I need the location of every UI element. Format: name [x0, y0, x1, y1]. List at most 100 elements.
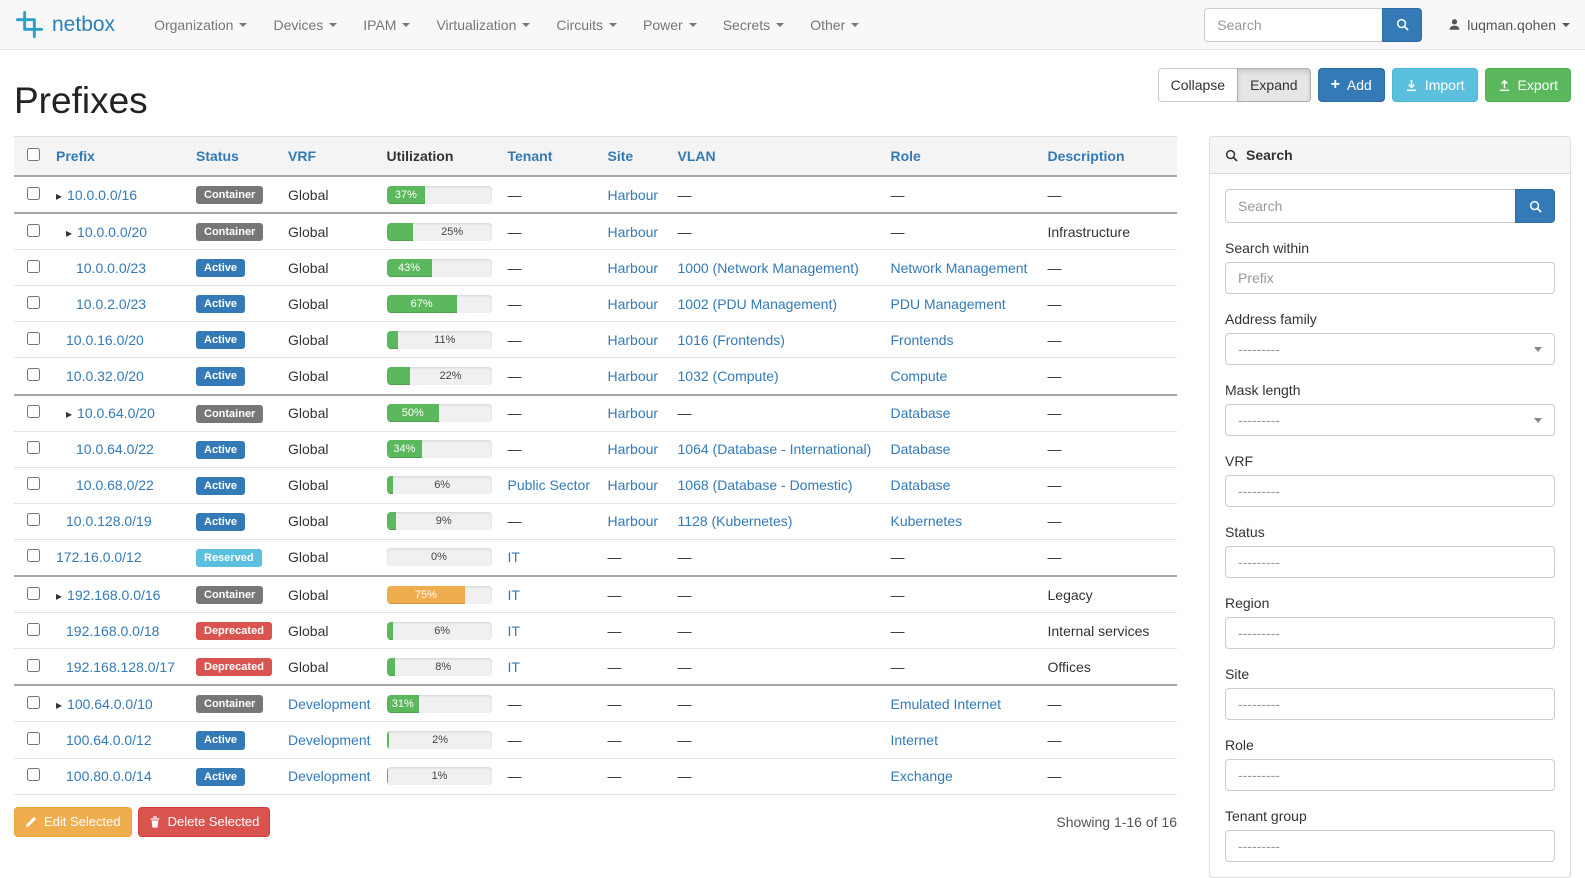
- export-button[interactable]: Export: [1484, 68, 1571, 102]
- column-header-site[interactable]: Site: [599, 136, 670, 177]
- nav-menu-power[interactable]: Power: [630, 2, 710, 48]
- site-link[interactable]: Harbour: [607, 513, 659, 530]
- nav-menu-virtualization[interactable]: Virtualization: [423, 2, 543, 48]
- filter-select-region[interactable]: ---------: [1225, 617, 1555, 649]
- prefix-link[interactable]: 10.0.16.0/20: [66, 331, 144, 348]
- filter-select-status[interactable]: ---------: [1225, 546, 1555, 578]
- role-link[interactable]: Internet: [890, 731, 938, 748]
- delete-selected-button[interactable]: Delete Selected: [137, 806, 271, 837]
- nav-menu-other[interactable]: Other: [797, 2, 872, 48]
- nav-menu-secrets[interactable]: Secrets: [710, 2, 797, 48]
- nav-menu-organization[interactable]: Organization: [141, 2, 260, 48]
- site-link[interactable]: Harbour: [607, 186, 659, 203]
- vrf-link[interactable]: Development: [288, 768, 371, 785]
- site-link[interactable]: Harbour: [607, 331, 659, 348]
- role-link[interactable]: Database: [890, 477, 951, 494]
- search-input[interactable]: [1204, 7, 1383, 42]
- filter-search-button[interactable]: [1515, 189, 1555, 223]
- tenant-link[interactable]: IT: [507, 586, 520, 603]
- prefix-link[interactable]: 10.0.0.0/16: [67, 186, 138, 203]
- role-link[interactable]: Exchange: [890, 768, 953, 785]
- site-link[interactable]: Harbour: [607, 405, 659, 422]
- vlan-link[interactable]: 1016 (Frontends): [677, 331, 785, 348]
- collapse-button[interactable]: Collapse: [1157, 68, 1239, 102]
- column-header-role[interactable]: Role: [882, 136, 1040, 177]
- nav-menu-circuits[interactable]: Circuits: [543, 2, 630, 48]
- site-link[interactable]: Harbour: [607, 368, 659, 385]
- vlan-link[interactable]: 1032 (Compute): [677, 368, 779, 385]
- vrf-link[interactable]: Development: [288, 695, 371, 712]
- vlan-link[interactable]: 1068 (Database - Domestic): [677, 477, 853, 494]
- row-checkbox[interactable]: [27, 331, 40, 345]
- site-link[interactable]: Harbour: [607, 477, 659, 494]
- filter-select-vrf[interactable]: ---------: [1225, 475, 1555, 507]
- edit-selected-button[interactable]: Edit Selected: [14, 806, 132, 837]
- tenant-link[interactable]: IT: [507, 658, 520, 675]
- prefix-link[interactable]: 10.0.0.0/23: [76, 259, 147, 276]
- filter-select-site[interactable]: ---------: [1225, 688, 1555, 720]
- prefix-link[interactable]: 10.0.64.0/20: [77, 405, 155, 422]
- add-button[interactable]: + Add: [1317, 68, 1385, 102]
- column-header-status[interactable]: Status: [188, 136, 280, 177]
- vlan-link[interactable]: 1000 (Network Management): [677, 259, 859, 276]
- role-link[interactable]: Network Management: [890, 259, 1028, 276]
- vlan-link[interactable]: 1064 (Database - International): [677, 441, 872, 458]
- site-link[interactable]: Harbour: [607, 259, 659, 276]
- nav-menu-ipam[interactable]: IPAM: [350, 2, 423, 48]
- nav-menu-devices[interactable]: Devices: [260, 2, 350, 48]
- row-checkbox[interactable]: [27, 186, 40, 200]
- prefix-link[interactable]: 10.0.2.0/23: [76, 295, 147, 312]
- select-all-checkbox[interactable]: [27, 148, 40, 161]
- row-checkbox[interactable]: [27, 441, 40, 455]
- vlan-link[interactable]: 1128 (Kubernetes): [677, 513, 793, 530]
- column-header-vrf[interactable]: VRF: [280, 136, 379, 177]
- prefix-link[interactable]: 100.64.0.0/10: [67, 695, 153, 712]
- prefix-link[interactable]: 10.0.64.0/22: [76, 441, 154, 458]
- row-checkbox[interactable]: [27, 405, 40, 419]
- filter-select-role[interactable]: ---------: [1225, 759, 1555, 791]
- role-link[interactable]: Frontends: [890, 331, 954, 348]
- search-button[interactable]: [1382, 7, 1423, 42]
- role-link[interactable]: Compute: [890, 368, 948, 385]
- vlan-link[interactable]: 1002 (PDU Management): [677, 295, 838, 312]
- role-link[interactable]: PDU Management: [890, 295, 1006, 312]
- row-checkbox[interactable]: [27, 695, 40, 709]
- tenant-link[interactable]: IT: [507, 622, 520, 639]
- row-checkbox[interactable]: [27, 658, 40, 672]
- column-header-prefix[interactable]: Prefix: [48, 136, 188, 177]
- tenant-link[interactable]: Public Sector: [507, 477, 590, 494]
- import-button[interactable]: Import: [1391, 68, 1478, 102]
- row-checkbox[interactable]: [27, 477, 40, 491]
- site-link[interactable]: Harbour: [607, 223, 659, 240]
- role-link[interactable]: Database: [890, 441, 951, 458]
- brand[interactable]: netbox: [15, 10, 115, 39]
- column-header-description[interactable]: Description: [1039, 136, 1177, 177]
- column-header-tenant[interactable]: Tenant: [499, 136, 600, 177]
- prefix-link[interactable]: 10.0.0.0/20: [77, 223, 148, 240]
- row-checkbox[interactable]: [27, 768, 40, 782]
- row-checkbox[interactable]: [27, 223, 40, 237]
- tenant-link[interactable]: IT: [507, 549, 520, 566]
- prefix-link[interactable]: 192.168.0.0/16: [67, 586, 161, 603]
- role-link[interactable]: Emulated Internet: [890, 695, 1002, 712]
- prefix-link[interactable]: 100.80.0.0/14: [66, 768, 152, 785]
- role-link[interactable]: Kubernetes: [890, 513, 963, 530]
- filter-input-search-within[interactable]: [1225, 262, 1555, 294]
- prefix-link[interactable]: 172.16.0.0/12: [56, 549, 142, 566]
- prefix-link[interactable]: 192.168.128.0/17: [66, 658, 175, 675]
- site-link[interactable]: Harbour: [607, 295, 659, 312]
- column-header-vlan[interactable]: VLAN: [669, 136, 883, 177]
- filter-select-mask-length[interactable]: ---------: [1225, 404, 1555, 436]
- row-checkbox[interactable]: [27, 586, 40, 600]
- site-link[interactable]: Harbour: [607, 441, 659, 458]
- row-checkbox[interactable]: [27, 295, 40, 309]
- row-checkbox[interactable]: [27, 549, 40, 563]
- expand-button[interactable]: Expand: [1237, 68, 1311, 102]
- row-checkbox[interactable]: [27, 513, 40, 527]
- filter-select-tenant-group[interactable]: ---------: [1225, 830, 1555, 862]
- row-checkbox[interactable]: [27, 622, 40, 636]
- row-checkbox[interactable]: [27, 259, 40, 273]
- prefix-link[interactable]: 192.168.0.0/18: [66, 622, 160, 639]
- row-checkbox[interactable]: [27, 731, 40, 745]
- prefix-link[interactable]: 10.0.32.0/20: [66, 368, 144, 385]
